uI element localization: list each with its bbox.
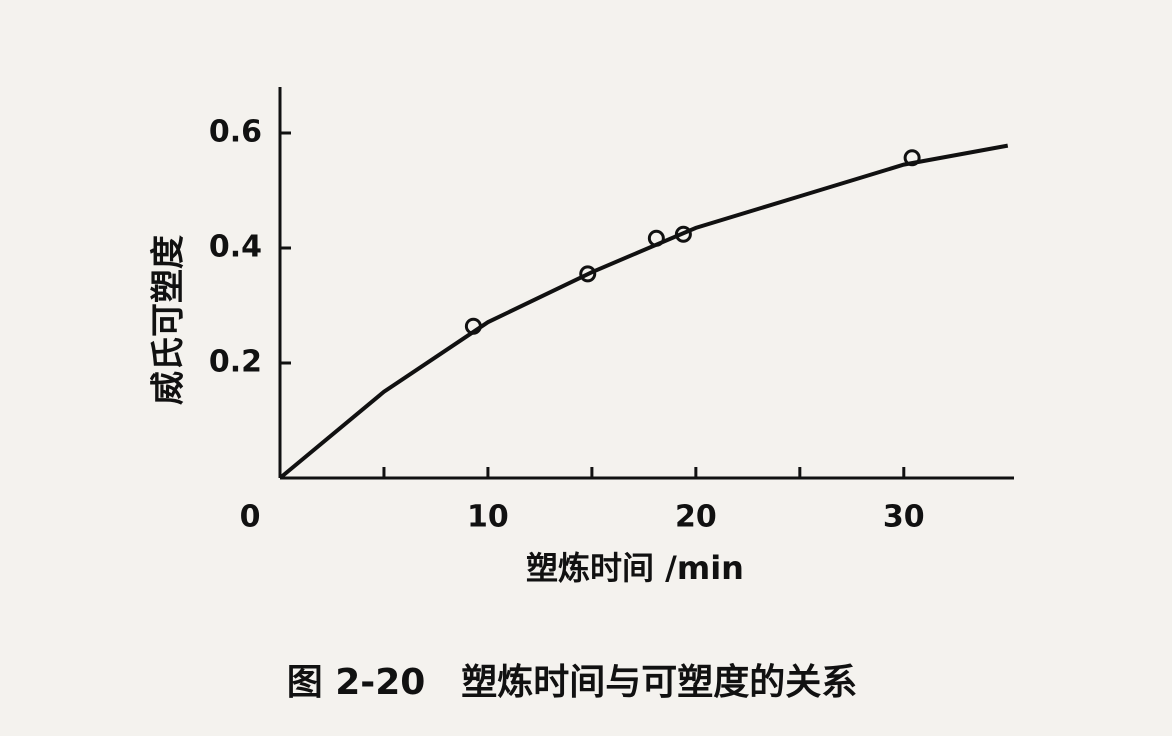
y-axis-label: 威氏可塑度	[149, 235, 189, 405]
x-tick-label: 10	[467, 500, 509, 535]
y-tick-label: 0.6	[209, 115, 262, 150]
y-tick-label: 0.4	[209, 230, 262, 265]
fit-curve	[278, 143, 1009, 480]
data-point	[579, 265, 597, 283]
x-tick-label: 20	[675, 500, 717, 535]
y-tick-label: 0.2	[209, 345, 262, 380]
x-tick-label: 0	[240, 500, 261, 535]
x-tick-label: 30	[883, 500, 925, 535]
caption: 图 2-20 塑炼时间与可塑度的关系	[287, 662, 858, 703]
x-axis-label: 塑炼时间 /min	[526, 549, 744, 587]
